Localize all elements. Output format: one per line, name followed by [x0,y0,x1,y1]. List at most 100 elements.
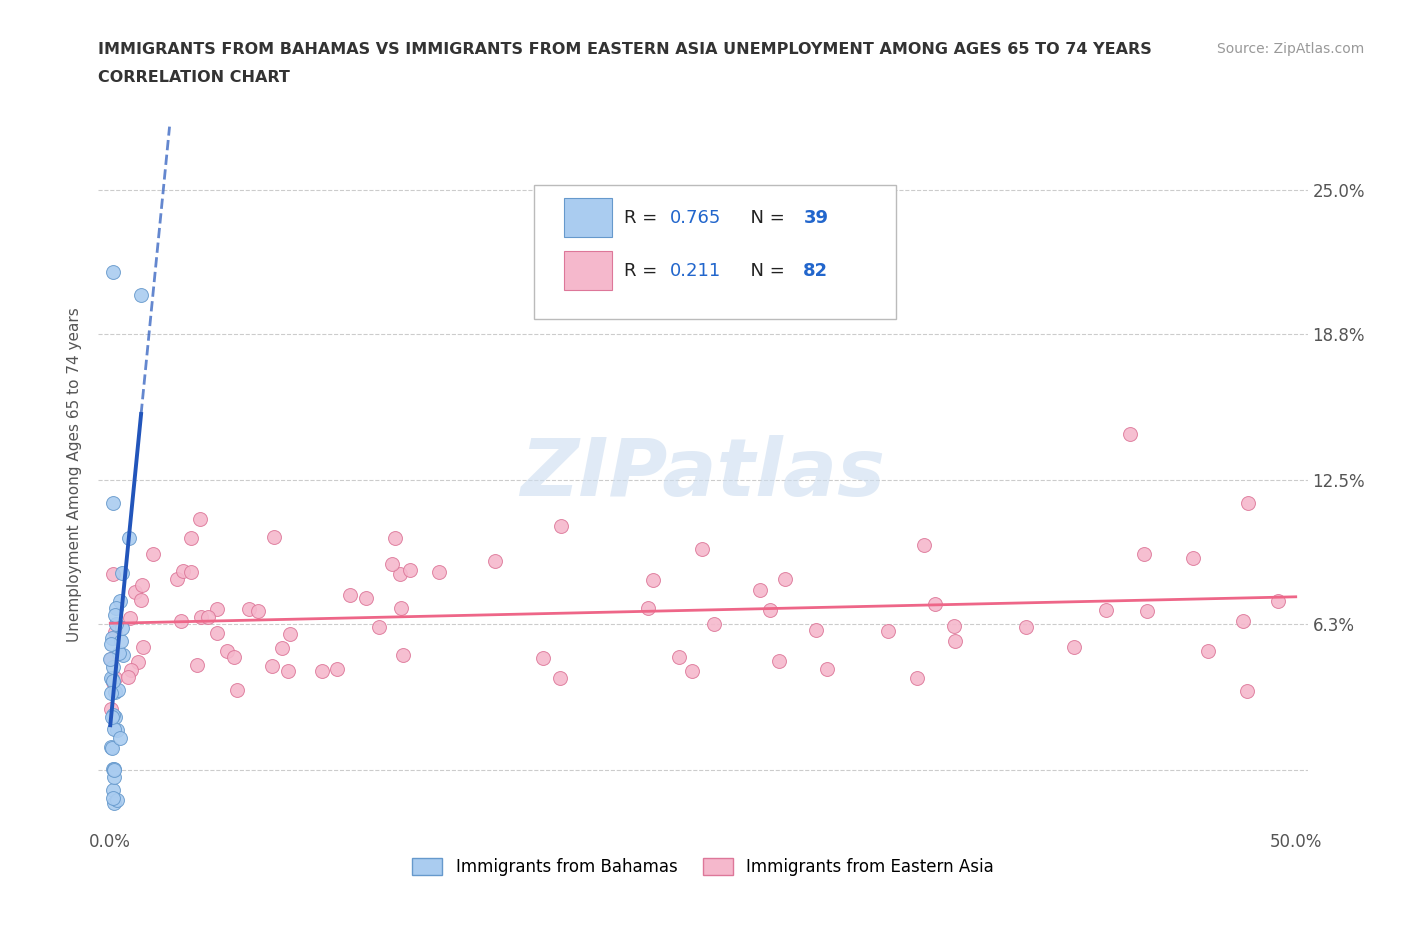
Point [531,651,554,666]
Point [111,565,134,580]
Point [277,664,299,679]
Point [110,593,132,608]
Point [768,654,790,669]
Point [773,572,796,587]
Point [103,763,125,777]
Point [1197,644,1219,658]
Text: 0.765: 0.765 [671,209,721,227]
Point [1237,496,1260,511]
Point [131,578,153,592]
Point [271,641,294,656]
Point [207,626,229,641]
Point [101,566,124,581]
Point [101,790,124,805]
Legend: Immigrants from Bahamas, Immigrants from Eastern Asia: Immigrants from Bahamas, Immigrants from… [406,852,1000,883]
Point [389,566,412,581]
Point [104,607,127,622]
Point [905,671,928,685]
Point [120,662,142,677]
Point [637,600,659,615]
Point [100,651,122,666]
FancyBboxPatch shape [564,198,613,237]
Point [103,762,125,777]
Point [484,553,506,568]
Point [1136,604,1159,618]
Point [1181,551,1204,565]
Point [804,622,827,637]
Point [118,531,141,546]
Point [105,601,128,616]
Point [1232,614,1254,629]
Point [325,661,347,676]
Point [166,572,188,587]
Point [111,621,134,636]
Text: ZIPatlas: ZIPatlas [520,435,886,513]
Point [100,740,122,755]
FancyBboxPatch shape [564,251,613,290]
Point [129,287,152,302]
Point [1133,547,1156,562]
Point [246,604,269,618]
Point [1119,426,1142,441]
Point [132,639,155,654]
Point [103,722,125,737]
Point [389,601,412,616]
Point [101,674,124,689]
Point [190,610,212,625]
Point [100,631,122,645]
Point [100,652,122,667]
Point [101,674,124,689]
Point [238,602,260,617]
Point [101,264,124,279]
Point [217,644,239,658]
Point [100,710,122,724]
Point [924,596,946,611]
Point [101,740,124,755]
Point [749,583,772,598]
Point [367,619,389,634]
Point [427,565,450,579]
Point [118,611,141,626]
Point [100,636,122,651]
Point [101,762,124,777]
Point [127,654,149,669]
Text: N =: N = [740,261,790,280]
Point [108,645,131,660]
Point [117,669,139,684]
Point [225,683,247,698]
Point [1063,640,1085,655]
Point [105,723,128,737]
Point [1267,593,1289,608]
Point [943,633,966,648]
Point [172,564,194,578]
Point [381,557,404,572]
Point [311,664,333,679]
Point [105,792,128,807]
Point [170,613,193,628]
Point [180,530,202,545]
Text: R =: R = [624,261,664,280]
Point [103,783,125,798]
Point [103,708,125,723]
Point [815,662,838,677]
Point [550,519,572,534]
Point [124,584,146,599]
Point [111,647,134,662]
Point [205,602,228,617]
Text: 82: 82 [803,261,828,280]
Point [186,658,208,672]
Text: N =: N = [740,209,790,227]
Text: 0.211: 0.211 [671,261,721,280]
Point [681,663,703,678]
Point [759,603,782,618]
Point [110,634,132,649]
Point [104,710,127,724]
Point [548,671,571,685]
Point [354,591,377,605]
Text: IMMIGRANTS FROM BAHAMAS VS IMMIGRANTS FROM EASTERN ASIA UNEMPLOYMENT AMONG AGES : IMMIGRANTS FROM BAHAMAS VS IMMIGRANTS FR… [98,42,1152,57]
Point [142,547,165,562]
Point [104,684,127,699]
Point [222,649,245,664]
Point [100,701,122,716]
Point [180,565,202,579]
